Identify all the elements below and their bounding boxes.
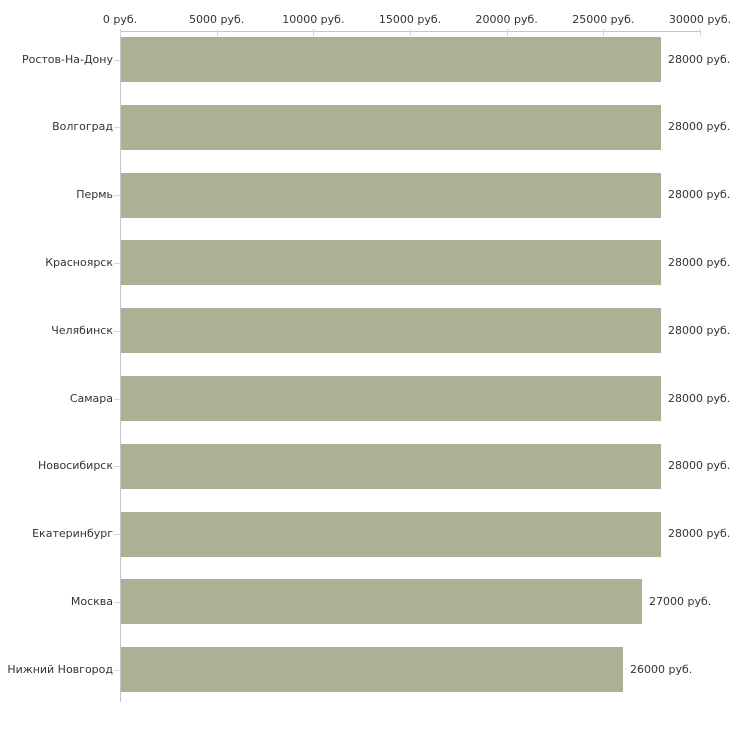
x-axis-tick-label: 25000 руб.	[572, 13, 635, 26]
value-label: 27000 руб.	[649, 595, 712, 608]
x-axis-tick-label: 10000 руб.	[282, 13, 345, 26]
y-axis-tick-mark	[114, 127, 120, 128]
category-label: Ростов-На-Дону	[21, 53, 113, 66]
category-label: Красноярск	[45, 256, 113, 269]
value-label: 28000 руб.	[668, 324, 730, 337]
category-label: Пермь	[76, 188, 113, 201]
bar	[121, 308, 661, 353]
x-axis-tick-label: 15000 руб.	[378, 13, 442, 26]
bar	[121, 647, 623, 692]
category-label: Волгоград	[52, 120, 113, 133]
y-axis-tick-mark	[114, 331, 120, 332]
y-axis-tick-mark	[114, 263, 120, 264]
x-axis-tick-mark	[217, 29, 218, 36]
x-axis-tick-label: 0 руб.	[102, 13, 138, 26]
x-axis-tick-mark	[700, 29, 701, 36]
bar	[121, 173, 661, 218]
x-axis-tick-mark	[313, 29, 314, 36]
value-label: 28000 руб.	[668, 256, 730, 269]
value-label: 28000 руб.	[668, 459, 730, 472]
value-label: 28000 руб.	[668, 120, 730, 133]
bar	[121, 444, 661, 489]
x-axis-tick-label: 20000 руб.	[475, 13, 538, 26]
y-axis-tick-mark	[114, 670, 120, 671]
value-label: 26000 руб.	[630, 663, 693, 676]
value-label: 28000 руб.	[668, 188, 730, 201]
value-label: 28000 руб.	[668, 53, 730, 66]
bar	[121, 105, 661, 150]
value-label: 28000 руб.	[668, 527, 730, 540]
category-label: Нижний Новгород	[7, 663, 113, 676]
bar	[121, 240, 661, 285]
x-axis-tick-label: 30000 руб.	[668, 13, 730, 26]
y-axis-tick-mark	[114, 399, 120, 400]
y-axis-tick-mark	[114, 534, 120, 535]
x-axis-tick-mark	[410, 29, 411, 36]
category-label: Новосибирск	[37, 459, 113, 472]
y-axis-line	[120, 31, 121, 702]
y-axis-tick-mark	[114, 195, 120, 196]
category-label: Москва	[70, 595, 113, 608]
y-axis-tick-mark	[114, 466, 120, 467]
value-label: 28000 руб.	[668, 392, 730, 405]
x-axis-tick-label: 5000 руб.	[189, 13, 245, 26]
x-axis-tick-mark	[507, 29, 508, 36]
bar	[121, 512, 661, 557]
bar	[121, 376, 661, 421]
bar	[121, 579, 642, 624]
x-axis-tick-mark	[603, 29, 604, 36]
category-label: Екатеринбург	[32, 527, 113, 540]
y-axis-tick-mark	[114, 602, 120, 603]
x-axis-tick-mark	[120, 29, 121, 36]
category-label: Челябинск	[51, 324, 113, 337]
bar	[121, 37, 661, 82]
y-axis-tick-mark	[114, 60, 120, 61]
category-label: Самара	[69, 392, 113, 405]
